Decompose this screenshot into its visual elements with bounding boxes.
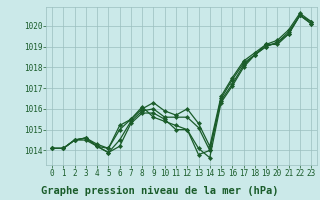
Text: Graphe pression niveau de la mer (hPa): Graphe pression niveau de la mer (hPa) — [41, 186, 279, 196]
